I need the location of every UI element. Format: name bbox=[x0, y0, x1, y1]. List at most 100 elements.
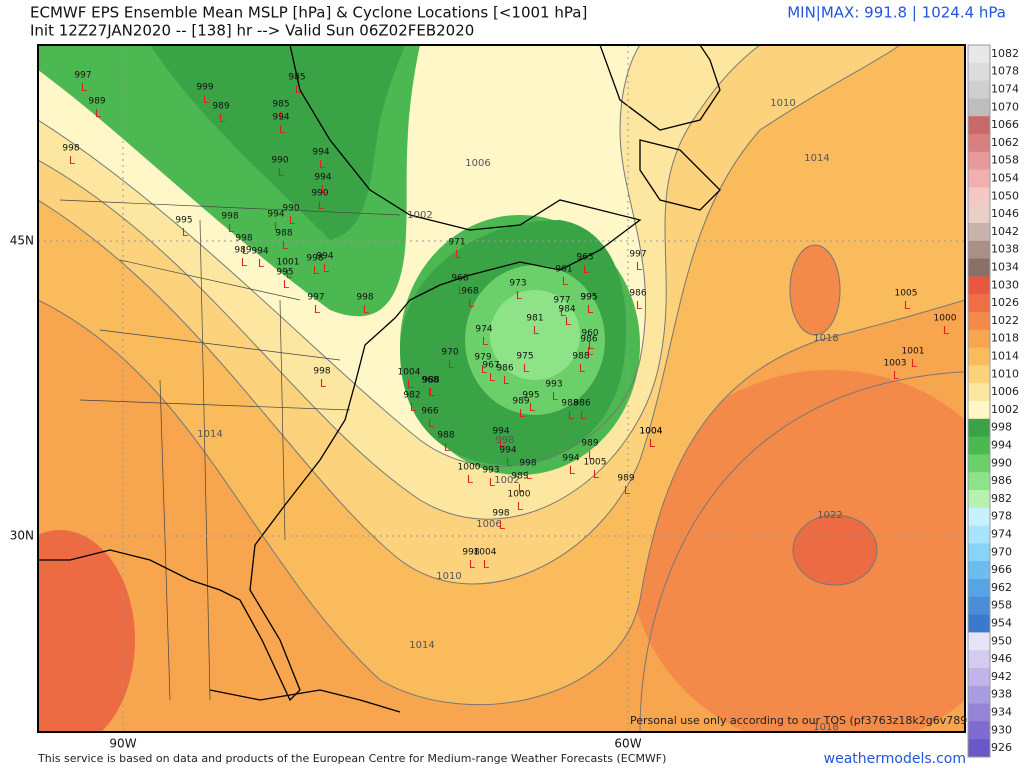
cyclone-pressure: 998 bbox=[235, 234, 252, 244]
contour-labels: 1010 1014 1006 1002 1018 1014 1022 1010 1006 1002… bbox=[197, 98, 842, 732]
cyclone-marker: L bbox=[506, 456, 513, 469]
colorbar-label: 950 bbox=[991, 634, 1012, 647]
coastline bbox=[209, 45, 721, 713]
colorbar-label: 954 bbox=[991, 617, 1012, 630]
colorbar-label: 986 bbox=[991, 474, 1012, 487]
colorbar-label: 1050 bbox=[991, 189, 1019, 202]
cyclone-pressure: 1004 bbox=[398, 368, 421, 378]
state-borders bbox=[59, 199, 401, 701]
colorbar-swatch bbox=[968, 561, 990, 580]
cyclone-marker: L bbox=[429, 386, 436, 399]
cyclone-pressure: 997 bbox=[629, 250, 646, 260]
cyclone-marker: L bbox=[242, 244, 249, 257]
colorbar-label: 1034 bbox=[991, 261, 1019, 274]
colorbar-swatch bbox=[968, 418, 990, 438]
cyclone-marker: L bbox=[519, 407, 526, 420]
cyclone-marker: L bbox=[499, 437, 506, 450]
cyclone-pressure: 968 bbox=[461, 287, 478, 297]
cyclone-marker: L bbox=[583, 263, 590, 276]
contour-label: 1014 bbox=[804, 153, 829, 164]
cyclone-marker: L bbox=[321, 183, 328, 196]
colorbar-label: 1010 bbox=[991, 367, 1019, 380]
tos: Personal use only according to our TOS (… bbox=[630, 714, 972, 727]
cyclone-marker: L bbox=[458, 284, 465, 297]
cyclone-marker: L bbox=[529, 401, 536, 414]
lon-label: 60W bbox=[614, 737, 641, 751]
contour-label: 1006 bbox=[465, 158, 490, 169]
cyclone-marker: L bbox=[320, 377, 327, 390]
cyclone-pressure: 979 bbox=[474, 353, 491, 363]
cyclone-marker: L bbox=[518, 482, 525, 495]
colorbar-swatch bbox=[968, 579, 990, 598]
cyclone-pressure: 989 bbox=[511, 472, 528, 482]
colorbar-swatch bbox=[968, 98, 990, 117]
cyclone-pressure: 994 bbox=[272, 113, 289, 123]
cyclone-marker: L bbox=[279, 110, 286, 123]
cyclone-marker: L bbox=[568, 409, 575, 422]
field-1022 bbox=[792, 514, 878, 586]
cyclone-marker: L bbox=[448, 358, 455, 371]
colorbar-swatch bbox=[968, 525, 990, 544]
colorbar-label: 1018 bbox=[991, 332, 1019, 345]
site-link[interactable]: weathermodels.com bbox=[824, 751, 966, 767]
cyclone-marker: L bbox=[649, 437, 656, 450]
cyclone-marker: L bbox=[323, 262, 330, 275]
cyclone-pressure: 968 bbox=[421, 376, 438, 386]
cyclone-pressure: 966 bbox=[421, 407, 438, 417]
cyclone-marker: L bbox=[410, 401, 417, 414]
colorbar: 1082 1078 1074 1070 1066 1062 1058 1054 1050 1046… bbox=[967, 44, 1019, 758]
cyclone-pressure: 968 bbox=[451, 274, 468, 284]
colorbar-swatch bbox=[968, 312, 990, 331]
cyclone-marker: L bbox=[489, 476, 496, 489]
cyclone-pressure: 982 bbox=[403, 391, 420, 401]
cyclone-pressure: 995 bbox=[175, 216, 192, 226]
contour-line bbox=[38, 45, 901, 585]
cyclone-pressure: 988 bbox=[572, 352, 589, 362]
cyclone-marker: L bbox=[407, 378, 414, 391]
coastline bbox=[38, 45, 642, 702]
cyclone-pressure: 960 bbox=[581, 329, 598, 339]
cyclone-pressure: 994 bbox=[492, 427, 509, 437]
cyclone-marker: L bbox=[279, 123, 286, 136]
cyclone-marker: L bbox=[904, 299, 911, 312]
colorbar-swatch bbox=[968, 668, 990, 687]
cyclone-pressure: 997 bbox=[74, 71, 91, 81]
cyclone-pressure: 970 bbox=[441, 348, 458, 358]
cyclone-marker: L bbox=[274, 220, 281, 233]
colorbar-label: 1022 bbox=[991, 314, 1019, 327]
field-1022-west bbox=[38, 530, 135, 732]
cyclone-marker: L bbox=[587, 345, 594, 358]
cyclone-marker: L bbox=[517, 500, 524, 513]
cyclone-pressure: 993 bbox=[482, 466, 499, 476]
cyclone-pressure: 997 bbox=[307, 293, 324, 303]
cyclone-marker: L bbox=[313, 264, 320, 277]
cyclone-pressure: 963 bbox=[576, 253, 593, 263]
cyclone-marker: L bbox=[489, 371, 496, 384]
cyclone-pressure: 975 bbox=[516, 352, 533, 362]
cyclone-marker: L bbox=[569, 464, 576, 477]
colorbar-swatch bbox=[968, 703, 990, 722]
cyclone-pressure: 973 bbox=[509, 279, 526, 289]
colorbar-swatch bbox=[968, 205, 990, 224]
cyclone-pressure: 1005 bbox=[895, 289, 918, 299]
cyclone-marker: L bbox=[182, 226, 189, 239]
colorbar-label: 970 bbox=[991, 545, 1012, 558]
cyclone-pressure: 995 bbox=[522, 391, 539, 401]
colorbar-swatch bbox=[968, 240, 990, 260]
cyclone-marker: L bbox=[499, 519, 506, 532]
cyclone-pressure: 990 bbox=[311, 189, 328, 199]
colorbar-label: 946 bbox=[991, 652, 1012, 665]
field-986 bbox=[490, 290, 580, 380]
colorbar-swatch bbox=[968, 454, 990, 473]
cyclone-pressure: 1000 bbox=[934, 314, 957, 324]
colorbar-label: 930 bbox=[991, 723, 1012, 736]
cyclone-pressure: 988 bbox=[275, 229, 292, 239]
cyclone-pressure: 988 bbox=[561, 399, 578, 409]
cyclone-pressure: 998 bbox=[306, 254, 323, 264]
colorbar-label: 1002 bbox=[991, 403, 1019, 416]
lat-label: 45N bbox=[10, 234, 34, 248]
cyclone-marker: L bbox=[444, 441, 451, 454]
cyclones: 997L989L998L999L989L985L985L994L990L994L… bbox=[62, 71, 956, 572]
cyclone-marker: L bbox=[286, 268, 293, 281]
